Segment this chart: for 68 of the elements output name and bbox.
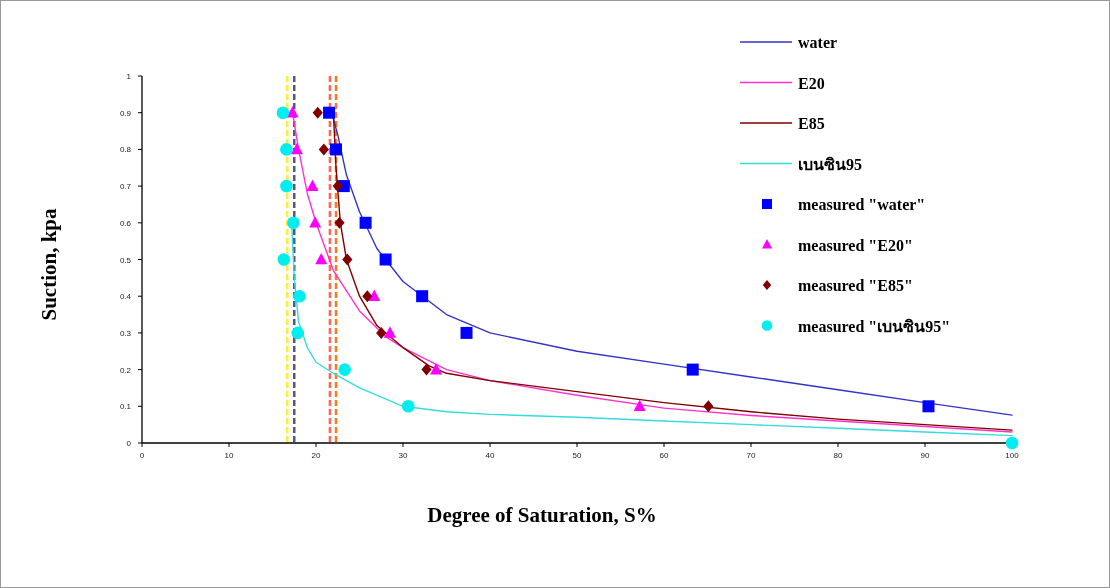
point [383,326,396,338]
point [430,363,443,375]
y-tick-label: 0.4 [119,292,132,302]
point [359,216,372,229]
y-tick-label: 0.5 [119,255,132,265]
point [287,216,300,230]
y-tick-label: 0.8 [119,145,132,155]
point [416,290,429,303]
point [1005,436,1019,450]
point [291,326,305,340]
point [401,400,415,413]
point [362,290,373,303]
y-axis-title: Suction, kpa [37,207,61,321]
legend-label: เบนซิน95 [798,155,862,173]
point [290,142,303,155]
point [379,253,392,266]
point [286,106,299,118]
x-tick-label: 60 [659,451,669,460]
point [338,363,352,376]
point [280,143,293,156]
legend-label: water [798,34,838,51]
point [323,106,336,119]
y-tick-label: 0.2 [119,365,132,375]
x-tick-label: 30 [398,451,408,460]
x-tick-label: 90 [920,451,930,460]
x-tick-label: 70 [746,451,756,460]
x-tick-label: 100 [1005,451,1020,460]
x-tick-label: 80 [833,451,843,460]
point [318,143,329,156]
x-tick-label: 10 [224,451,234,460]
legend-label: measured "E85" [798,277,913,294]
point [368,289,381,301]
x-tick-label: 0 [139,451,145,460]
point [280,179,293,193]
y-tick-label: 0.9 [119,108,132,118]
y-tick-label: 0.6 [119,218,132,228]
y-tick-label: 0.1 [119,402,132,412]
point [330,143,343,156]
point [460,326,473,339]
y-tick-label: 1 [126,72,132,81]
legend-label: measured "E20" [798,236,913,254]
point [686,363,699,376]
y-tick-label: 0 [126,439,132,448]
point [309,216,322,228]
point [277,253,291,266]
point [312,106,323,119]
point [633,399,646,412]
point [376,326,387,339]
point [703,400,714,413]
point [315,252,328,265]
legend-label: E85 [798,115,825,132]
point [421,363,432,376]
legend-label: E20 [798,74,825,92]
point [293,289,306,303]
x-tick-label: 50 [572,451,582,460]
point [342,253,353,266]
point [922,400,935,413]
point [306,179,319,191]
x-axis-title: Degree of Saturation, S% [427,503,657,527]
legend-label: measured "เบนซิน95" [798,317,951,335]
point [334,216,345,229]
legend-label: measured "water" [798,196,926,213]
point [276,106,290,119]
x-tick-label: 40 [485,451,495,460]
y-tick-label: 0.7 [119,182,132,192]
point [332,180,343,193]
x-tick-label: 20 [311,451,321,460]
y-tick-label: 0.3 [119,328,132,338]
